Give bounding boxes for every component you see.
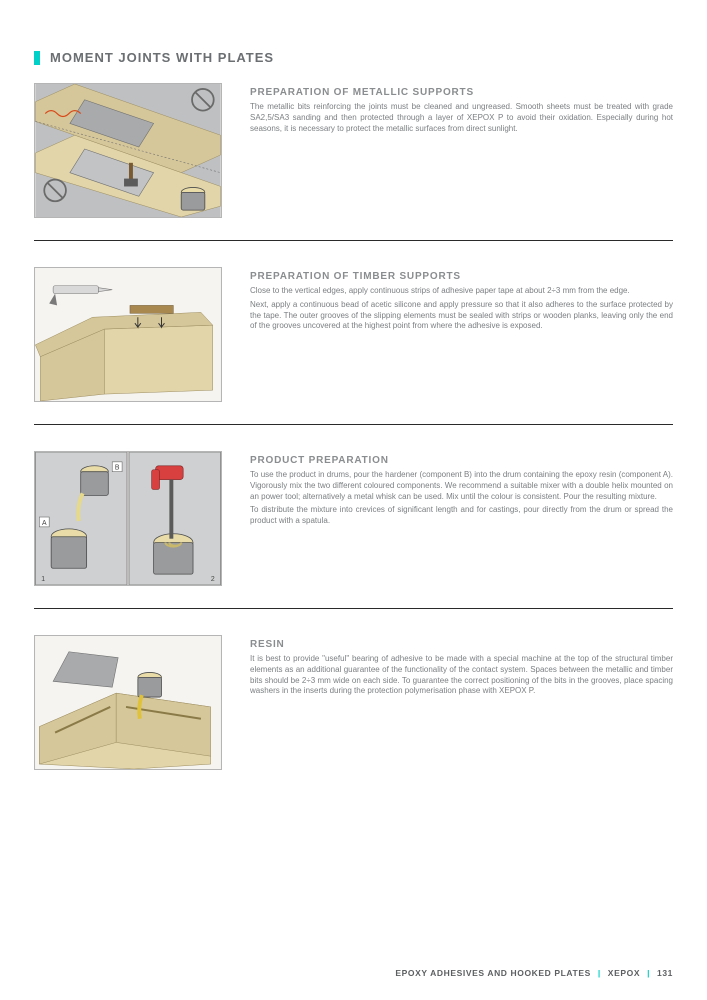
section-divider bbox=[34, 608, 673, 609]
footer-separator-icon: | bbox=[647, 968, 650, 978]
illus-timber-supports bbox=[34, 267, 222, 402]
section-heading: PRODUCT PREPARATION bbox=[250, 455, 673, 466]
footer-category: EPOXY ADHESIVES AND HOOKED PLATES bbox=[395, 968, 591, 978]
section-body: Close to the vertical edges, apply conti… bbox=[250, 286, 673, 332]
footer-product: XEPOX bbox=[608, 968, 640, 978]
section-divider bbox=[34, 240, 673, 241]
section-body: It is best to provide "useful" bearing o… bbox=[250, 654, 673, 697]
illus-metallic-supports bbox=[34, 83, 222, 218]
footer-page-number: 131 bbox=[657, 968, 673, 978]
illus-resin bbox=[34, 635, 222, 770]
page-title: MOMENT JOINTS WITH PLATES bbox=[50, 50, 274, 65]
section-heading: PREPARATION OF METALLIC SUPPORTS bbox=[250, 87, 673, 98]
page-title-row: MOMENT JOINTS WITH PLATES bbox=[34, 50, 673, 65]
panel-label-a: A bbox=[42, 520, 47, 527]
section-body: The metallic bits reinforcing the joints… bbox=[250, 102, 673, 134]
section-heading: RESIN bbox=[250, 639, 673, 650]
panel-label-b: B bbox=[115, 465, 120, 472]
illus-product-preparation: B A 1 2 bbox=[34, 451, 222, 586]
section-divider bbox=[34, 424, 673, 425]
section-resin: RESIN It is best to provide "useful" bea… bbox=[34, 635, 673, 770]
section-metallic-supports: PREPARATION OF METALLIC SUPPORTS The met… bbox=[34, 83, 673, 218]
footer-separator-icon: | bbox=[598, 968, 601, 978]
frame-number-1: 1 bbox=[41, 576, 45, 583]
title-accent-marker bbox=[34, 51, 40, 65]
section-body: To use the product in drums, pour the ha… bbox=[250, 470, 673, 527]
section-timber-supports: PREPARATION OF TIMBER SUPPORTS Close to … bbox=[34, 267, 673, 402]
section-heading: PREPARATION OF TIMBER SUPPORTS bbox=[250, 271, 673, 282]
section-product-preparation: B A 1 2 PRODUCT PREPARATION To use the p… bbox=[34, 451, 673, 586]
frame-number-2: 2 bbox=[211, 576, 215, 583]
page-footer: EPOXY ADHESIVES AND HOOKED PLATES | XEPO… bbox=[395, 968, 673, 978]
